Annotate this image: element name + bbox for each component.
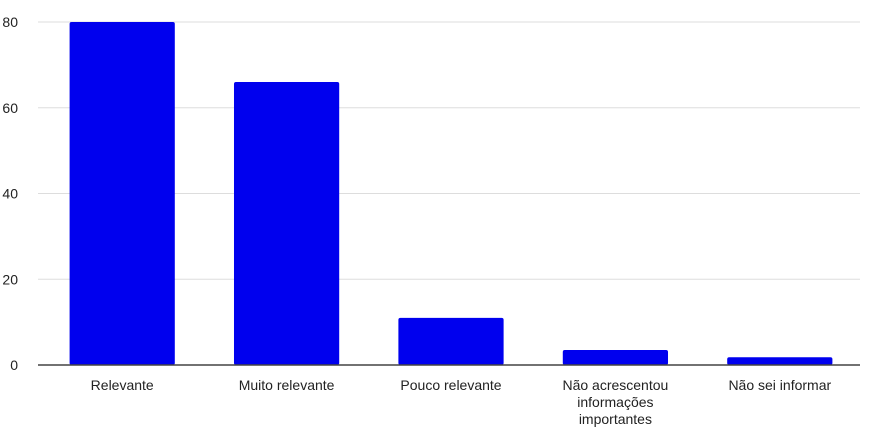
x-tick-label-0: Relevante — [91, 377, 154, 393]
bar-2 — [398, 317, 504, 365]
bar-1 — [233, 82, 340, 366]
x-tick-label-3: Não acrescentou informações importantes — [562, 377, 668, 427]
y-tick-label-20: 20 — [2, 271, 18, 287]
x-tick-label-1: Muito relevante — [239, 377, 335, 393]
x-tick-label-2: Pouco relevante — [400, 377, 501, 393]
bar-3 — [562, 349, 669, 365]
x-tick-label-4: Não sei informar — [728, 377, 831, 393]
bar-0 — [69, 22, 175, 365]
y-tick-label-40: 40 — [2, 186, 18, 202]
gridlines — [38, 21, 860, 280]
bar-4 — [727, 357, 833, 365]
bars — [69, 22, 833, 366]
y-tick-label-60: 60 — [2, 100, 18, 116]
y-tick-label-80: 80 — [2, 14, 18, 30]
axes: 0 20 40 60 80 Relevante Muito relevante Pouco r… — [2, 14, 860, 427]
y-tick-label-0: 0 — [10, 357, 18, 373]
